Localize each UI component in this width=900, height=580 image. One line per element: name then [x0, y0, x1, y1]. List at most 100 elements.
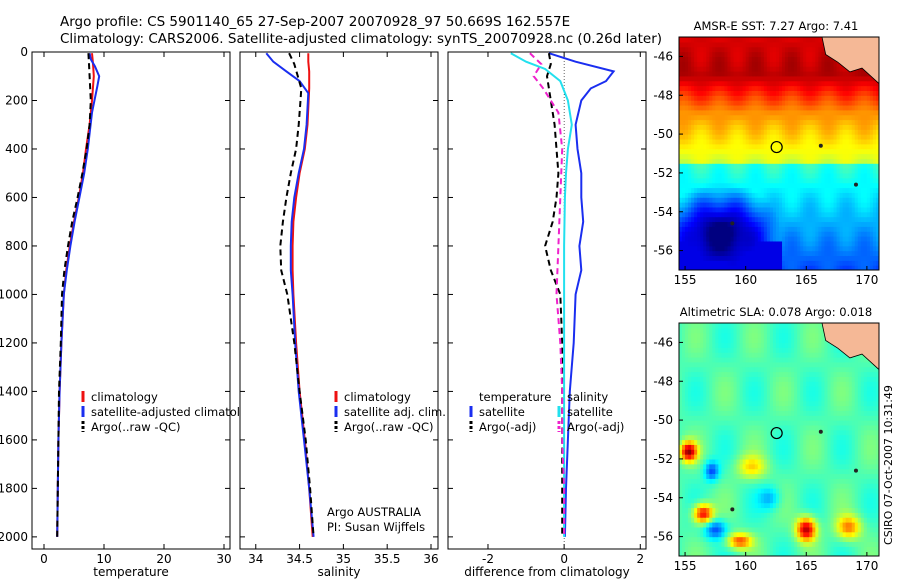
heatmap-cell — [706, 80, 710, 87]
heatmap-cell — [688, 250, 692, 257]
heatmap-cell — [724, 376, 729, 382]
heatmap-cell — [745, 226, 750, 232]
heatmap-cell — [845, 250, 850, 257]
heatmap-cell — [769, 337, 774, 344]
heatmap-cell — [800, 41, 804, 48]
heatmap-cell — [739, 104, 744, 111]
heatmap-cell — [772, 541, 777, 547]
heatmap-cell — [748, 95, 753, 101]
heatmap-cell — [742, 488, 747, 494]
heatmap-cell — [763, 444, 768, 450]
heatmap-cell — [724, 250, 729, 257]
heatmap-cell — [691, 347, 695, 353]
heatmap-cell — [706, 211, 710, 218]
y-tick-label: 200 — [5, 93, 28, 107]
heatmap-cell — [697, 439, 701, 445]
heatmap-cell — [682, 163, 686, 169]
heatmap-cell — [709, 512, 713, 518]
heatmap-cell — [703, 129, 707, 135]
heatmap-cell — [706, 376, 710, 382]
heatmap-cell — [679, 444, 683, 450]
heatmap-cell — [715, 327, 719, 334]
heatmap-cell — [706, 202, 710, 208]
heatmap-cell — [685, 424, 689, 431]
heatmap-cell — [733, 138, 738, 145]
heatmap-cell — [866, 177, 871, 184]
heatmap-cell — [818, 134, 823, 140]
heatmap-cell — [733, 502, 738, 509]
heatmap-cell — [679, 37, 683, 43]
heatmap-cell — [769, 371, 774, 377]
heatmap-cell — [863, 85, 868, 91]
heatmap-cell — [697, 56, 701, 62]
heatmap-cell — [697, 352, 701, 358]
heatmap-cell — [688, 347, 692, 353]
heatmap-cell — [751, 172, 756, 179]
heatmap-cell — [694, 51, 698, 58]
heatmap-cell — [757, 458, 762, 465]
heatmap-cell — [727, 158, 732, 164]
heatmap-cell — [721, 211, 726, 218]
heatmap-cell — [682, 390, 686, 397]
heatmap-cell — [815, 119, 819, 125]
heatmap-cell — [745, 415, 750, 421]
heatmap-cell — [700, 226, 704, 232]
heatmap-cell — [712, 488, 716, 494]
heatmap-cell — [875, 236, 879, 242]
heatmap-cell — [706, 265, 710, 270]
heatmap-cell — [845, 255, 850, 261]
heatmap-cell — [685, 85, 689, 91]
heatmap-cell — [724, 41, 729, 48]
heatmap-cell — [706, 444, 710, 450]
heatmap-cell — [821, 143, 826, 150]
heatmap-cell — [727, 255, 732, 261]
heatmap-cell — [679, 255, 683, 261]
heatmap-cell — [751, 260, 756, 266]
heatmap-cell — [812, 41, 816, 48]
heatmap-cell — [809, 129, 813, 135]
heatmap-cell — [842, 197, 847, 203]
heatmap-cell — [779, 551, 783, 556]
heatmap-cell — [833, 124, 838, 130]
heatmap-cell — [733, 323, 738, 329]
heatmap-cell — [688, 216, 692, 223]
heatmap-cell — [721, 245, 726, 252]
heatmap-cell — [751, 483, 756, 489]
heatmap-cell — [730, 420, 735, 426]
heatmap-cell — [679, 546, 683, 552]
heatmap-cell — [763, 410, 768, 416]
heatmap-cell — [824, 260, 829, 266]
heatmap-cell — [833, 143, 838, 150]
heatmap-cell — [869, 114, 874, 121]
heatmap-cell — [685, 458, 689, 465]
x-tick-label: 165 — [795, 273, 818, 287]
heatmap-cell — [748, 327, 753, 334]
heatmap-cell — [766, 381, 771, 387]
heatmap-cell — [712, 327, 716, 334]
heatmap-cell — [733, 458, 738, 465]
heatmap-cell — [833, 163, 838, 169]
heatmap-cell — [869, 177, 874, 184]
heatmap-cell — [821, 250, 826, 257]
heatmap-cell — [751, 347, 756, 353]
heatmap-cell — [818, 119, 823, 125]
heatmap-cell — [742, 265, 747, 270]
heatmap-cell — [766, 80, 771, 87]
heatmap-cell — [833, 119, 838, 125]
heatmap-cell — [769, 541, 774, 547]
series-line-satellite-adj-clim — [265, 52, 315, 537]
heatmap-cell — [812, 124, 816, 130]
heatmap-cell — [718, 342, 723, 348]
heatmap-cell — [742, 148, 747, 155]
heatmap-cell — [751, 507, 756, 513]
heatmap-cell — [851, 85, 856, 91]
heatmap-cell — [748, 323, 753, 329]
heatmap-cell — [806, 124, 810, 130]
heatmap-cell — [742, 90, 747, 96]
heatmap-cell — [691, 129, 695, 135]
heatmap-cell — [809, 124, 813, 130]
heatmap-cell — [830, 124, 835, 130]
heatmap-cell — [806, 216, 810, 223]
heatmap-cell — [757, 405, 762, 411]
heatmap-cell — [727, 371, 732, 377]
